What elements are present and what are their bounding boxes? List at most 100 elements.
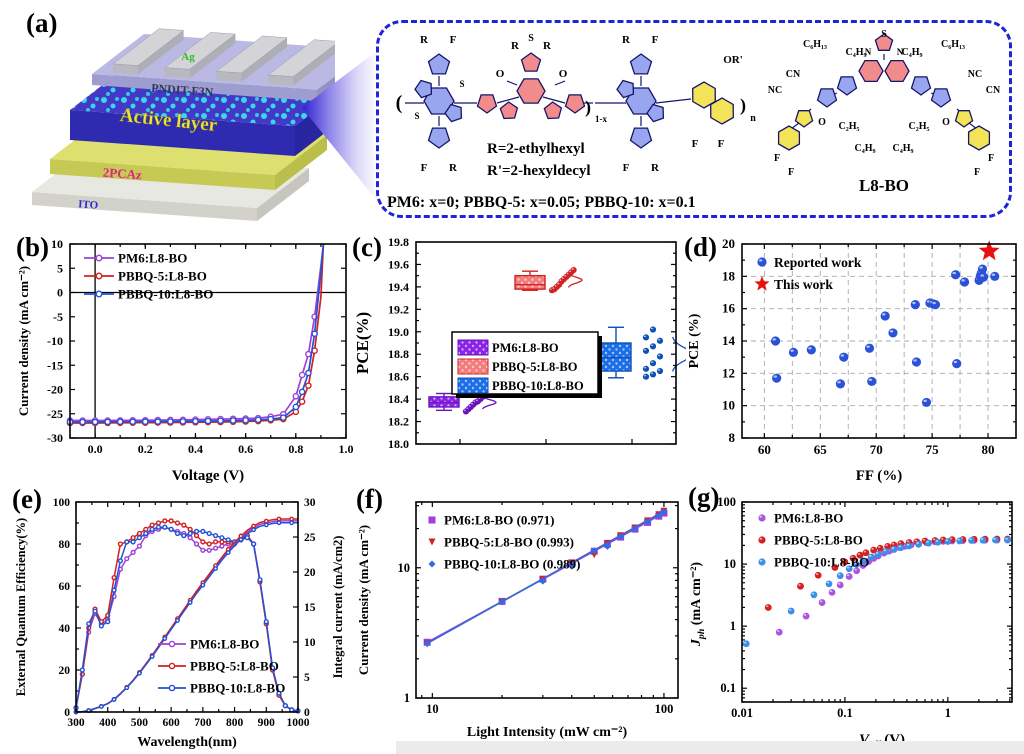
legend-label: PM6:L8-BO: [118, 251, 187, 266]
data-marker: [136, 543, 143, 549]
y-axis-label: PCE(%): [353, 312, 372, 374]
legend-entry: PBBQ-10:L8-BO: [84, 287, 213, 302]
data-point: [758, 514, 766, 522]
data-marker: [92, 608, 98, 614]
device-layer-label-pndit: PNDIT-F3N: [151, 81, 214, 99]
molecule-label: NC: [968, 69, 982, 80]
legend-label: PM6:L8-BO: [492, 341, 559, 355]
chart-panel-b-jv-curves: 0.0 0.2 0.4 0.6 0.8 1.0 -30 -25 -20 -15 -10 -5 0 5 10 P…: [16, 237, 354, 484]
data-marker: [149, 654, 155, 659]
data-marker: [193, 528, 200, 534]
panel-f-label: (f): [356, 484, 383, 514]
data-point: [839, 352, 849, 362]
y-tick-label: 1: [404, 691, 410, 705]
data-point: [758, 558, 766, 566]
legend-box: PM6:L8-BO PBBQ-5:L8-BO PBBQ-10:L8-BO: [451, 331, 602, 398]
data-marker: [155, 524, 162, 530]
ag-bar-front: [164, 67, 190, 79]
data-marker: [141, 418, 149, 426]
molecule-label: n: [750, 113, 756, 124]
molecule-ring: [967, 125, 991, 151]
data-marker: [130, 539, 136, 545]
x-tick-label: 800: [226, 717, 244, 729]
molecule-label: N: [865, 47, 872, 57]
chemical-structure-box: (R F F R S S R S R O O) 1-x R F F R OR' F F) n R=2-ethylhexy…: [376, 20, 1012, 218]
y-tick-label: 20: [722, 236, 735, 251]
data-point: [1004, 536, 1011, 544]
data-marker: [238, 537, 244, 542]
panel-d-label: (d): [684, 232, 717, 262]
data-marker: [192, 417, 199, 425]
reported-work-points: [770, 264, 1000, 408]
data-point: [649, 371, 657, 378]
molecule-label: C₆H₁₃: [941, 39, 965, 50]
diamond-marker: [423, 640, 431, 647]
molecule-ring: [692, 81, 716, 109]
data-marker: [251, 541, 257, 547]
molecule-label: F: [623, 162, 630, 174]
molecule-ring: [858, 59, 884, 83]
molecule-label: C₂H₅: [909, 121, 930, 132]
data-point: [836, 572, 844, 580]
data-marker: [200, 547, 206, 553]
data-marker: [193, 532, 200, 539]
y-tick-label: 18.8: [388, 347, 409, 361]
diamond-marker: [644, 518, 652, 526]
y-tick-label: 20: [59, 665, 71, 677]
data-marker: [124, 685, 130, 691]
x-tick-label: 600: [163, 717, 181, 729]
data-point: [880, 311, 890, 321]
diamond-marker: [603, 542, 611, 550]
molecule-ring: [794, 110, 814, 128]
data-marker: [104, 418, 111, 426]
x-tick-label: 75: [926, 442, 940, 457]
legend-label: PBBQ-5:L8-BO (0.993): [444, 535, 574, 550]
data-marker: [292, 403, 300, 411]
data-point: [758, 536, 766, 544]
y-tick-label: 19.2: [388, 302, 409, 316]
diamond-marker: [660, 508, 668, 516]
molecule-label: F: [974, 167, 980, 178]
data-marker: [206, 541, 212, 547]
molecule-ring: [414, 79, 433, 99]
legend-label: PM6:L8-BO: [190, 637, 259, 652]
legend-label: PBBQ-5:L8-BO: [492, 360, 578, 374]
molecule-ring: [427, 127, 451, 149]
data-point: [951, 270, 961, 280]
data-marker: [149, 522, 155, 528]
molecule-label: R: [651, 162, 660, 174]
y-tick-label: 18.0: [388, 437, 409, 451]
molecule-label: R: [543, 40, 552, 52]
data-marker: [289, 516, 295, 522]
molecule-ring: [476, 94, 498, 114]
legend-label: PBBQ-10:L8-BO: [118, 287, 213, 302]
data-marker: [168, 640, 176, 648]
data-marker: [212, 545, 219, 551]
molecule-label: CN: [786, 69, 801, 80]
boxplot-group-3: [600, 326, 686, 444]
data-marker: [181, 522, 187, 528]
x-tick-label: 10: [426, 702, 439, 716]
data-marker: [217, 417, 224, 425]
legend-label: PBBQ-10:L8-BO: [190, 681, 285, 696]
data-point: [977, 264, 988, 274]
data-point: [979, 536, 987, 544]
molecule-label: 1-x: [595, 114, 607, 124]
diamond-marker: [617, 533, 625, 540]
molecule-ring: [836, 76, 858, 96]
molecule-label: R: [449, 162, 458, 174]
diamond-marker: [498, 598, 506, 606]
x-tick-label: 60: [758, 442, 771, 457]
ag-bar-top: [215, 35, 288, 74]
data-point: [968, 537, 975, 544]
data-point: [934, 538, 942, 546]
molecule-ring: [444, 103, 463, 123]
series-diamond: [423, 508, 668, 647]
box: [514, 274, 546, 290]
data-marker: [193, 541, 200, 547]
y-axis-label: PCE (%): [687, 313, 702, 368]
data-point: [890, 545, 898, 553]
data-marker: [98, 623, 104, 629]
data-point: [864, 343, 875, 353]
